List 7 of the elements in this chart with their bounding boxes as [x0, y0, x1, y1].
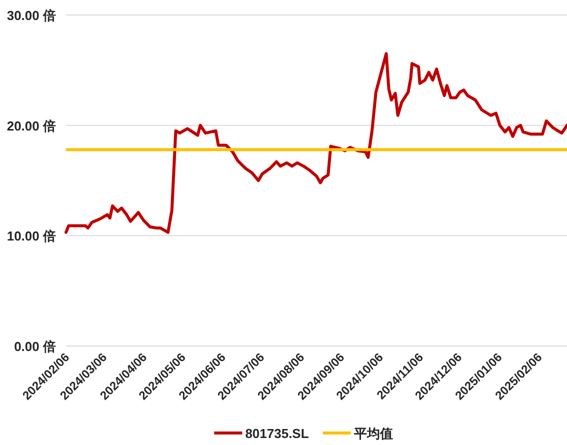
legend-label: 平均值	[352, 426, 393, 441]
y-tick-label: 30.00 倍	[6, 8, 56, 23]
y-tick-label: 20.00 倍	[6, 118, 56, 134]
y-tick-label: 0.00 倍	[14, 339, 56, 354]
y-tick-label: 10.00 倍	[6, 228, 56, 244]
legend-label: 801735.SL	[245, 426, 309, 441]
line-series	[64, 52, 567, 234]
